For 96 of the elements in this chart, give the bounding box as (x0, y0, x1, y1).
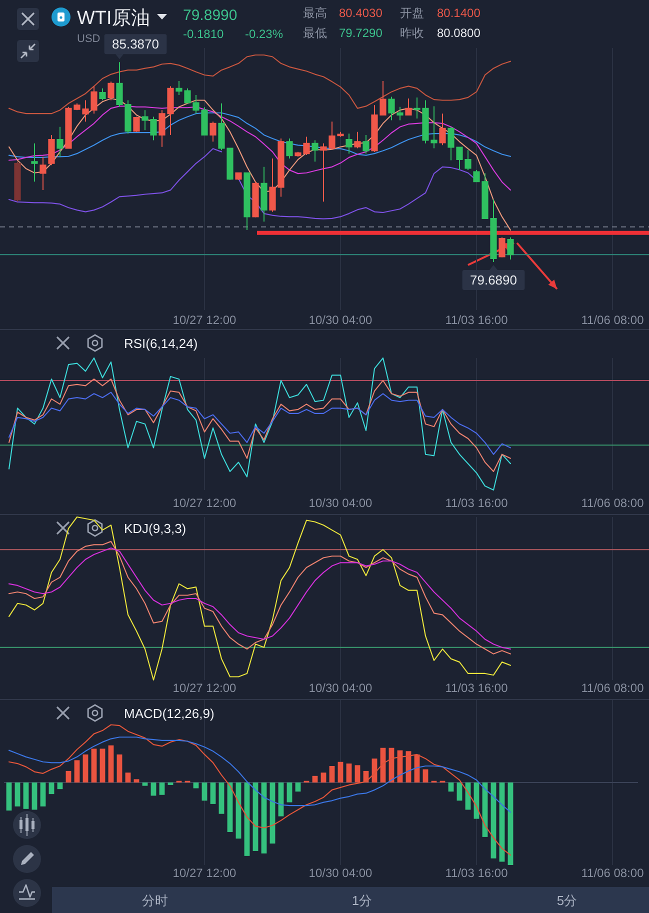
candlestick (252, 181, 259, 218)
bar (346, 764, 352, 782)
x-tick-label: 11/03 16:00 (445, 496, 508, 510)
text: 79.7290 (339, 26, 383, 40)
bar (66, 770, 72, 782)
text: 1分 (352, 893, 372, 908)
bar (295, 782, 301, 792)
bar (329, 766, 335, 782)
bar (57, 782, 63, 790)
text: -0.1810 (183, 27, 224, 41)
candlestick (260, 166, 268, 222)
bar (210, 782, 216, 804)
candlestick (312, 140, 318, 162)
candlestick (14, 161, 21, 202)
bar (116, 754, 122, 782)
bar (218, 782, 224, 814)
bar (312, 776, 318, 782)
candlestick (346, 133, 352, 154)
x-tick-label: 11/06 08:00 (581, 866, 644, 880)
candlestick (210, 121, 216, 142)
chart-title: MACD(12,26,9) (124, 706, 214, 721)
text: 昨收 (400, 26, 424, 40)
candlestick (235, 172, 242, 180)
candlestick (439, 113, 446, 146)
bar (6, 782, 12, 811)
candlestick (286, 138, 293, 159)
x-tick-label: 10/27 12:00 (172, 313, 237, 327)
bar (108, 745, 114, 782)
candlestick (362, 134, 370, 154)
x-tick-label: 10/30 04:00 (308, 681, 373, 695)
candlestick (48, 134, 55, 166)
bar (448, 782, 454, 792)
text: 分时 (142, 893, 168, 908)
bar (91, 748, 97, 782)
text: 最高 (303, 6, 327, 20)
text: 80.0800 (437, 26, 481, 40)
chart-subtitle: USD (77, 33, 100, 45)
x-tick-label: 10/30 04:00 (308, 313, 373, 327)
candlestick (56, 126, 64, 158)
text: 85.3870 (112, 36, 159, 52)
candlestick (244, 172, 250, 231)
bar (82, 754, 88, 782)
bar (159, 782, 165, 795)
bar (23, 782, 29, 809)
text: 开盘 (400, 6, 424, 20)
bar (48, 782, 54, 794)
bar (14, 782, 20, 806)
x-tick-label: 10/30 04:00 (308, 496, 373, 510)
bar (508, 782, 514, 865)
text: 79.8990 (183, 7, 238, 24)
bar (354, 765, 360, 782)
candlestick (354, 131, 361, 149)
x-tick-label: 11/03 16:00 (445, 313, 508, 327)
annotation: 79.6890 (470, 272, 517, 288)
text: 最低 (303, 26, 327, 40)
x-tick-label: 10/27 12:00 (172, 496, 237, 510)
bar (422, 769, 428, 782)
bar (142, 782, 148, 786)
bar (286, 782, 292, 802)
bar (125, 772, 131, 782)
bar (32, 782, 38, 810)
x-tick-label: 10/30 04:00 (308, 866, 373, 880)
x-tick-label: 10/27 12:00 (172, 681, 237, 695)
x-tick-label: 11/06 08:00 (581, 681, 644, 695)
text: 5分 (556, 893, 578, 908)
bar (74, 760, 80, 782)
bar (456, 782, 462, 801)
bar (202, 782, 208, 801)
text: 80.4030 (339, 6, 383, 20)
x-tick-label: 11/03 16:00 (445, 681, 508, 695)
bar (134, 779, 140, 782)
text: -0.23% (245, 27, 284, 41)
chart-title: KDJ(9,3,3) (124, 521, 186, 536)
bar (193, 782, 199, 788)
candlestick (405, 98, 412, 116)
candlestick (31, 142, 38, 182)
x-tick-label: 11/03 16:00 (445, 866, 508, 880)
bar (320, 772, 326, 782)
bar (338, 762, 344, 782)
candlestick (108, 81, 114, 101)
x-tick-label: 10/27 12:00 (172, 866, 237, 880)
bar (244, 782, 250, 856)
bar (100, 748, 106, 782)
bar (40, 782, 46, 806)
x-tick-label: 11/06 08:00 (581, 313, 644, 327)
text: 80.1400 (437, 6, 481, 20)
bar (278, 782, 284, 816)
candlestick (507, 236, 514, 260)
x-tick-label: 11/06 08:00 (581, 496, 644, 510)
candlestick (40, 156, 46, 191)
candlestick (498, 236, 506, 258)
candlestick (99, 88, 106, 101)
candlestick (133, 116, 140, 132)
bar (150, 782, 156, 796)
chart-title: RSI(6,14,24) (124, 336, 198, 351)
chart-title: WTI原油 (77, 8, 150, 29)
